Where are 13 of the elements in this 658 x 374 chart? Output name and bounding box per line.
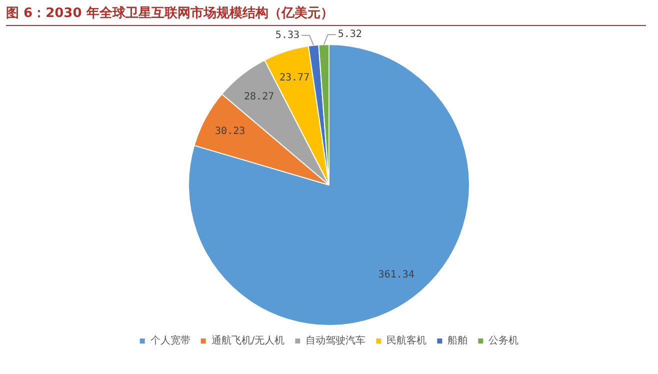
data-label: 28.27	[244, 92, 274, 103]
data-label: 5.33	[275, 30, 300, 41]
chart-title: 图 6：2030 年全球卫星互联网市场规模结构（亿美元）	[6, 4, 646, 26]
legend-label: 自动驾驶汽车	[306, 334, 366, 347]
data-label: 23.77	[279, 72, 310, 84]
legend-label: 公务机	[488, 334, 519, 347]
legend-label: 通航飞机/无人机	[211, 334, 285, 347]
data-label: 30.23	[215, 126, 246, 138]
legend-label: 船舶	[448, 334, 468, 347]
data-label: 5.32	[338, 29, 362, 40]
legend-label: 个人宽带	[150, 334, 190, 347]
data-label: 361.34	[378, 270, 414, 281]
legend-label: 民航客机	[386, 334, 427, 347]
